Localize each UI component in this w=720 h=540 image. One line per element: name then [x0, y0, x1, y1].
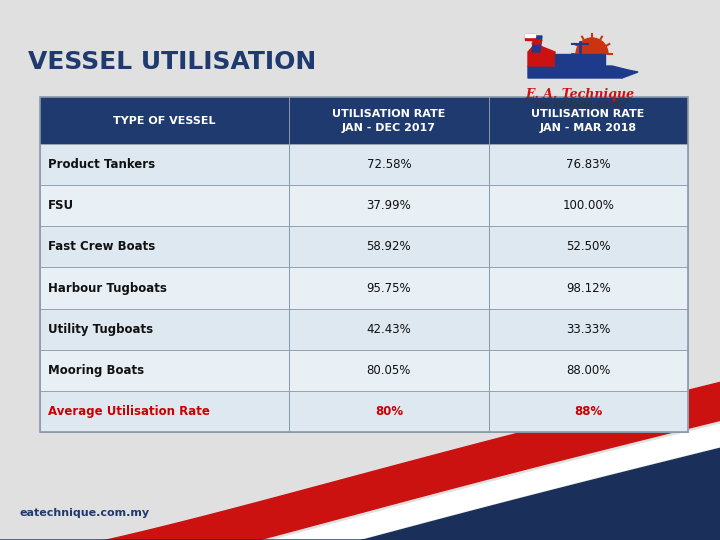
- Bar: [289, 391, 489, 432]
- Polygon shape: [528, 66, 628, 78]
- Text: 95.75%: 95.75%: [366, 281, 411, 294]
- Polygon shape: [622, 70, 638, 78]
- Bar: [40, 185, 289, 226]
- Text: "the shipping people": "the shipping people": [531, 100, 629, 109]
- Bar: [40, 267, 289, 308]
- Bar: [489, 350, 688, 391]
- Text: 100.00%: 100.00%: [562, 199, 614, 212]
- Bar: [40, 226, 289, 267]
- Text: 37.99%: 37.99%: [366, 199, 411, 212]
- Text: 58.92%: 58.92%: [366, 240, 411, 253]
- Text: 76.83%: 76.83%: [566, 158, 611, 171]
- Text: Utility Tugboats: Utility Tugboats: [48, 323, 153, 336]
- Text: UTILISATION RATE
JAN - MAR 2018: UTILISATION RATE JAN - MAR 2018: [531, 109, 645, 133]
- Text: 33.33%: 33.33%: [566, 323, 611, 336]
- Wedge shape: [576, 38, 608, 54]
- Polygon shape: [555, 54, 605, 66]
- Bar: [289, 267, 489, 308]
- Bar: [40, 97, 688, 144]
- Bar: [289, 226, 489, 267]
- Text: Fast Crew Boats: Fast Crew Boats: [48, 240, 155, 253]
- Polygon shape: [532, 40, 542, 44]
- Bar: [40, 97, 688, 432]
- Polygon shape: [528, 44, 555, 66]
- Bar: [289, 144, 489, 185]
- Bar: [489, 144, 688, 185]
- Text: 72.58%: 72.58%: [366, 158, 411, 171]
- Text: E. A. Technique: E. A. Technique: [526, 88, 634, 101]
- Polygon shape: [0, 382, 720, 540]
- Bar: [489, 185, 688, 226]
- Bar: [40, 391, 289, 432]
- Text: 80.05%: 80.05%: [366, 364, 411, 377]
- Polygon shape: [532, 36, 542, 52]
- Text: TYPE OF VESSEL: TYPE OF VESSEL: [113, 116, 215, 126]
- Bar: [489, 226, 688, 267]
- Text: VESSEL UTILISATION: VESSEL UTILISATION: [28, 50, 316, 74]
- Text: eatechnique.com.my: eatechnique.com.my: [20, 508, 150, 518]
- Text: UTILISATION RATE
JAN - DEC 2017: UTILISATION RATE JAN - DEC 2017: [332, 109, 446, 133]
- Text: FSU: FSU: [48, 199, 73, 212]
- Text: Product Tankers: Product Tankers: [48, 158, 155, 171]
- Text: Average Utilisation Rate: Average Utilisation Rate: [48, 405, 210, 418]
- Text: Mooring Boats: Mooring Boats: [48, 364, 144, 377]
- Bar: [40, 144, 289, 185]
- Text: 98.12%: 98.12%: [566, 281, 611, 294]
- Bar: [289, 185, 489, 226]
- Bar: [489, 391, 688, 432]
- Polygon shape: [0, 448, 720, 540]
- Text: 88%: 88%: [574, 405, 602, 418]
- Text: 42.43%: 42.43%: [366, 323, 411, 336]
- Bar: [525, 34, 535, 37]
- Text: 52.50%: 52.50%: [566, 240, 611, 253]
- Bar: [489, 267, 688, 308]
- Bar: [525, 34, 535, 40]
- Text: 80%: 80%: [375, 405, 403, 418]
- Bar: [40, 350, 289, 391]
- Bar: [289, 308, 489, 350]
- Bar: [489, 308, 688, 350]
- Bar: [289, 350, 489, 391]
- Text: Harbour Tugboats: Harbour Tugboats: [48, 281, 166, 294]
- Polygon shape: [0, 424, 720, 540]
- Text: 88.00%: 88.00%: [566, 364, 611, 377]
- Bar: [40, 308, 289, 350]
